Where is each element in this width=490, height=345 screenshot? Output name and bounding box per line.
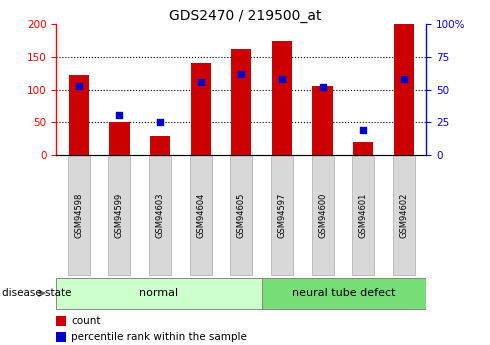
Text: disease state: disease state [2,288,72,298]
Text: GSM94603: GSM94603 [155,193,165,238]
Text: GSM94601: GSM94601 [359,193,368,238]
Point [278,77,286,82]
Bar [271,156,293,275]
Text: percentile rank within the sample: percentile rank within the sample [71,332,247,342]
Bar [272,40,292,155]
Bar [56,278,262,309]
Bar [56,332,66,342]
Text: GSM94602: GSM94602 [399,193,409,238]
Text: GSM94604: GSM94604 [196,193,205,238]
Bar [313,86,333,155]
Text: GSM94597: GSM94597 [277,193,287,238]
Text: GSM94599: GSM94599 [115,193,124,238]
Text: GDS2470 / 219500_at: GDS2470 / 219500_at [169,9,321,23]
Text: normal: normal [140,288,178,298]
Point [400,77,408,82]
Bar [352,156,374,275]
Bar [262,278,426,309]
Text: neural tube defect: neural tube defect [292,288,396,298]
Point [359,128,367,133]
Bar [149,156,171,275]
Text: count: count [71,316,100,326]
Bar [230,156,252,275]
Bar [353,142,373,155]
Bar [56,316,66,326]
Text: GSM94605: GSM94605 [237,193,246,238]
Bar [150,136,170,155]
Point [318,84,326,90]
Bar [108,156,130,275]
Text: GSM94600: GSM94600 [318,193,327,238]
Point [116,112,123,117]
Point [237,71,245,77]
Bar [231,49,251,155]
Bar [312,156,334,275]
Point [156,120,164,125]
Bar [68,156,90,275]
Bar [191,63,211,155]
Point [75,83,83,89]
Bar [393,156,415,275]
Bar [69,75,89,155]
Bar [190,156,212,275]
Bar [109,122,129,155]
Text: GSM94598: GSM94598 [74,193,83,238]
Bar [394,24,414,155]
Point [197,79,205,85]
